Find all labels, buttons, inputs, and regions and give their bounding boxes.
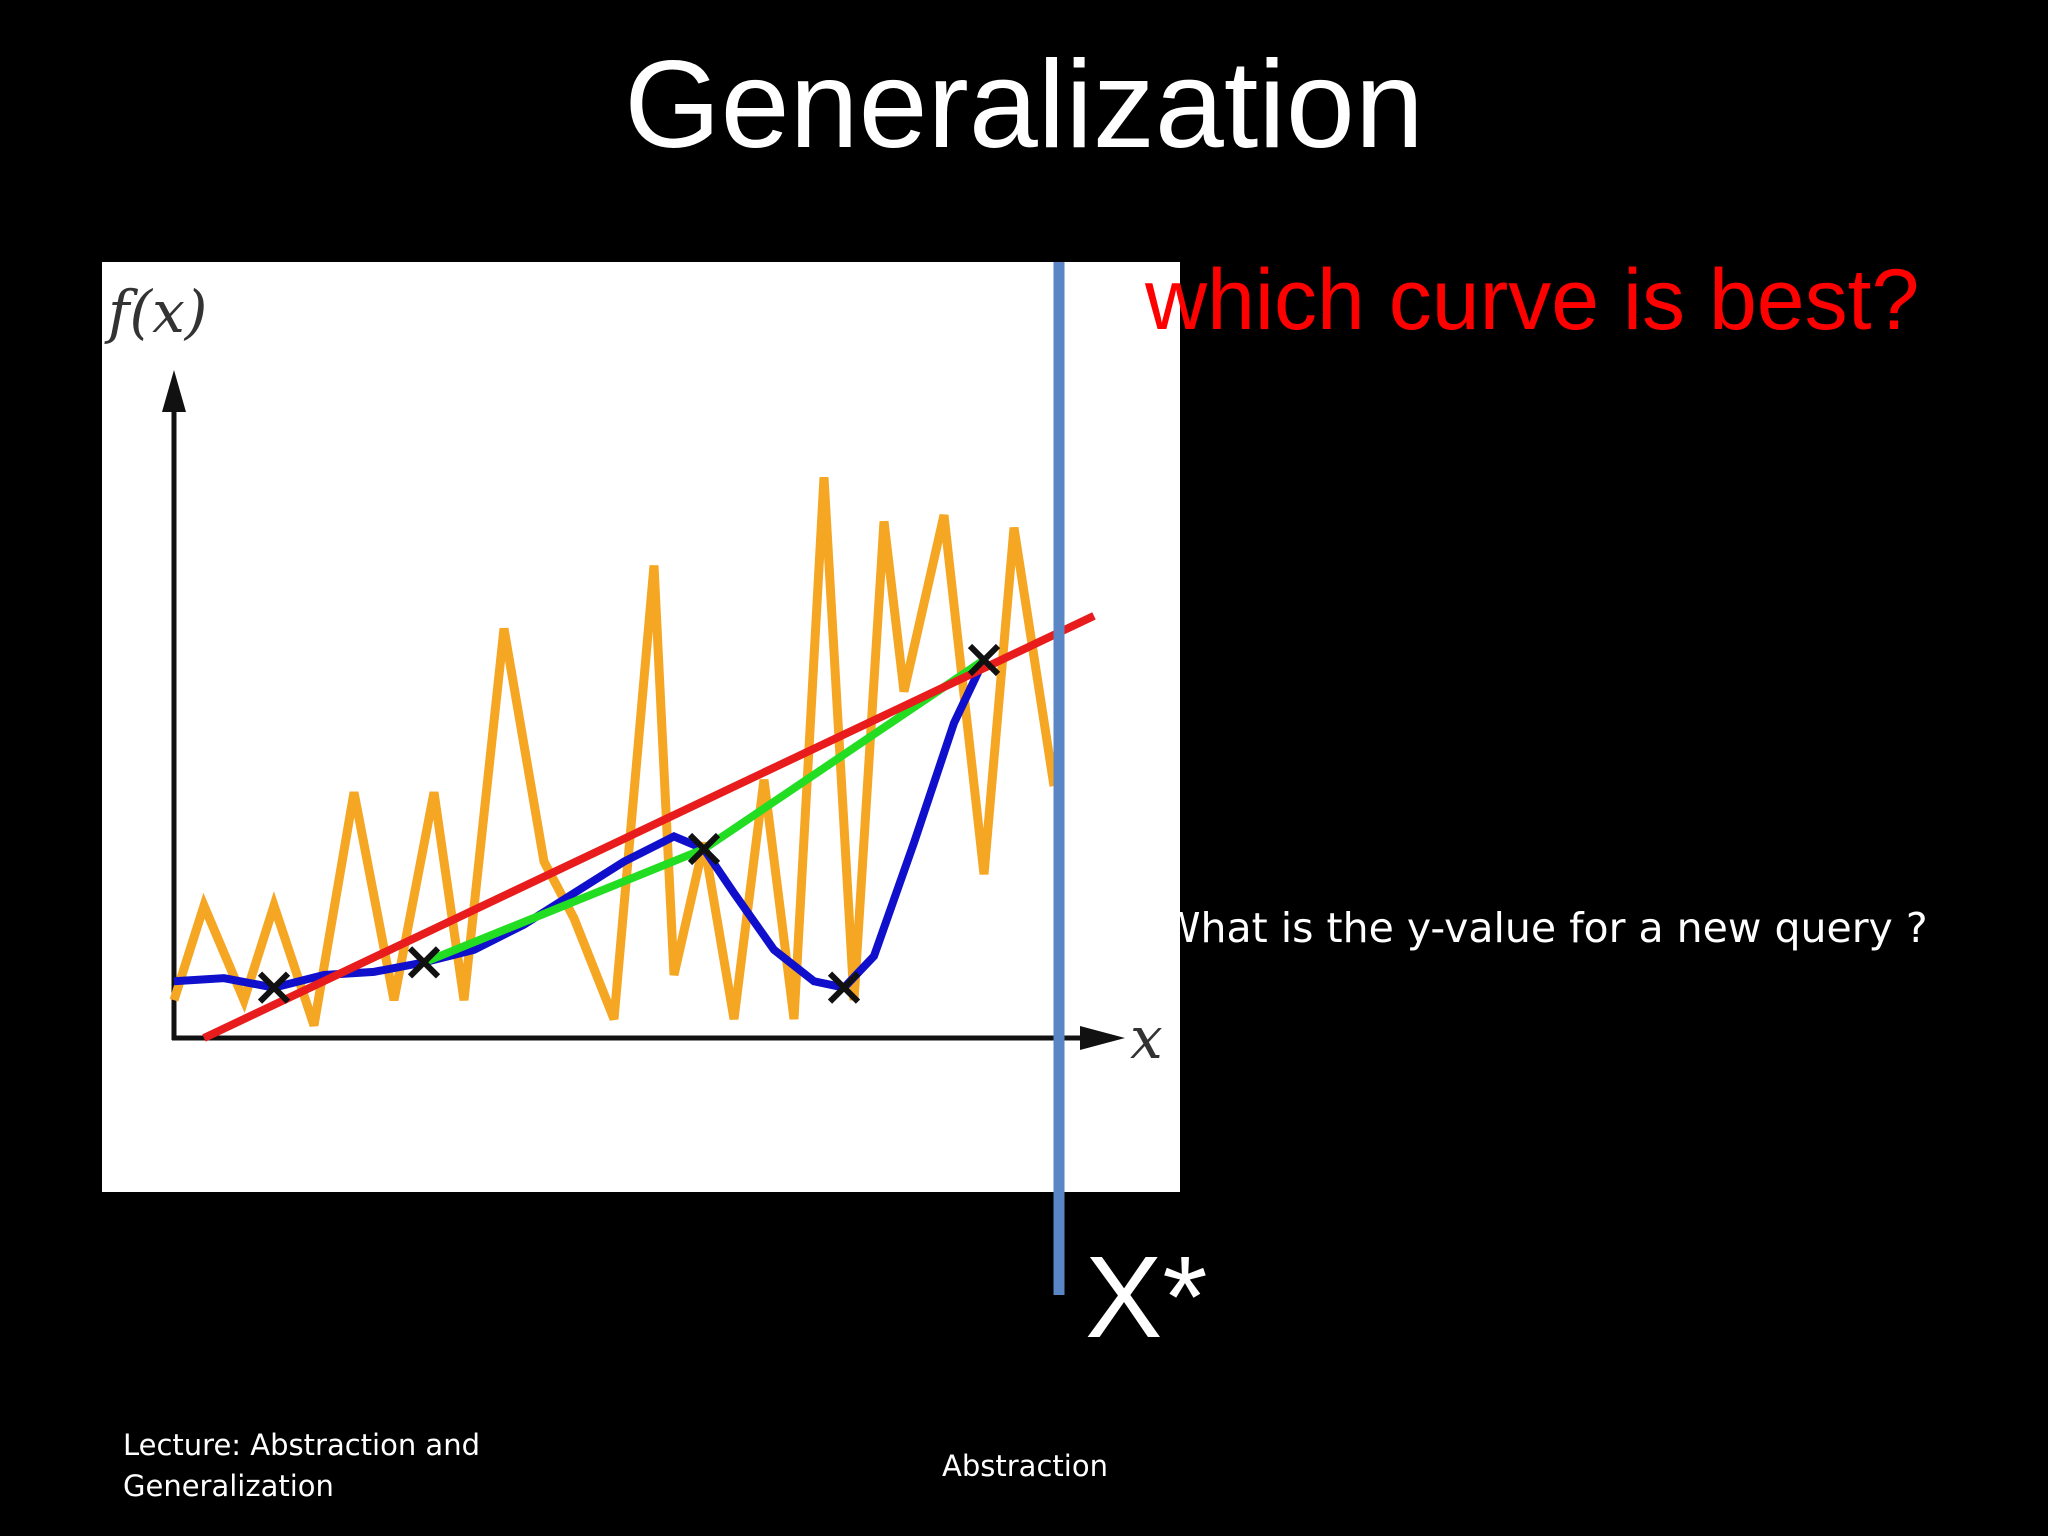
footer-section-label: Abstraction	[942, 1449, 1108, 1483]
slide-title: Generalization	[624, 36, 1424, 174]
y-axis-label: f(x)	[104, 278, 207, 346]
question-text: which curve is best?	[1145, 252, 1920, 348]
footer-lecture-title: Lecture: Abstraction and Generalization	[123, 1428, 480, 1503]
data-point-marker	[407, 946, 441, 979]
x-axis-label: x	[1130, 1004, 1163, 1072]
data-point-marker	[257, 971, 291, 1004]
chart-series	[169, 477, 1096, 1042]
chart-data-points	[257, 643, 1001, 1004]
overfit-curve-line	[169, 477, 1059, 1027]
data-point-marker	[687, 832, 721, 866]
chart-axes: f(x) x	[104, 278, 1163, 1072]
x-axis-arrowhead	[1080, 1026, 1125, 1050]
data-point-marker	[827, 971, 861, 1004]
query-point-label: X*	[1085, 1232, 1208, 1362]
query-text: What is the y-value for a new query ?	[1160, 904, 1928, 952]
data-point-marker	[967, 643, 1001, 677]
linear-fit-line	[202, 612, 1096, 1042]
y-axis-arrowhead	[162, 370, 186, 412]
